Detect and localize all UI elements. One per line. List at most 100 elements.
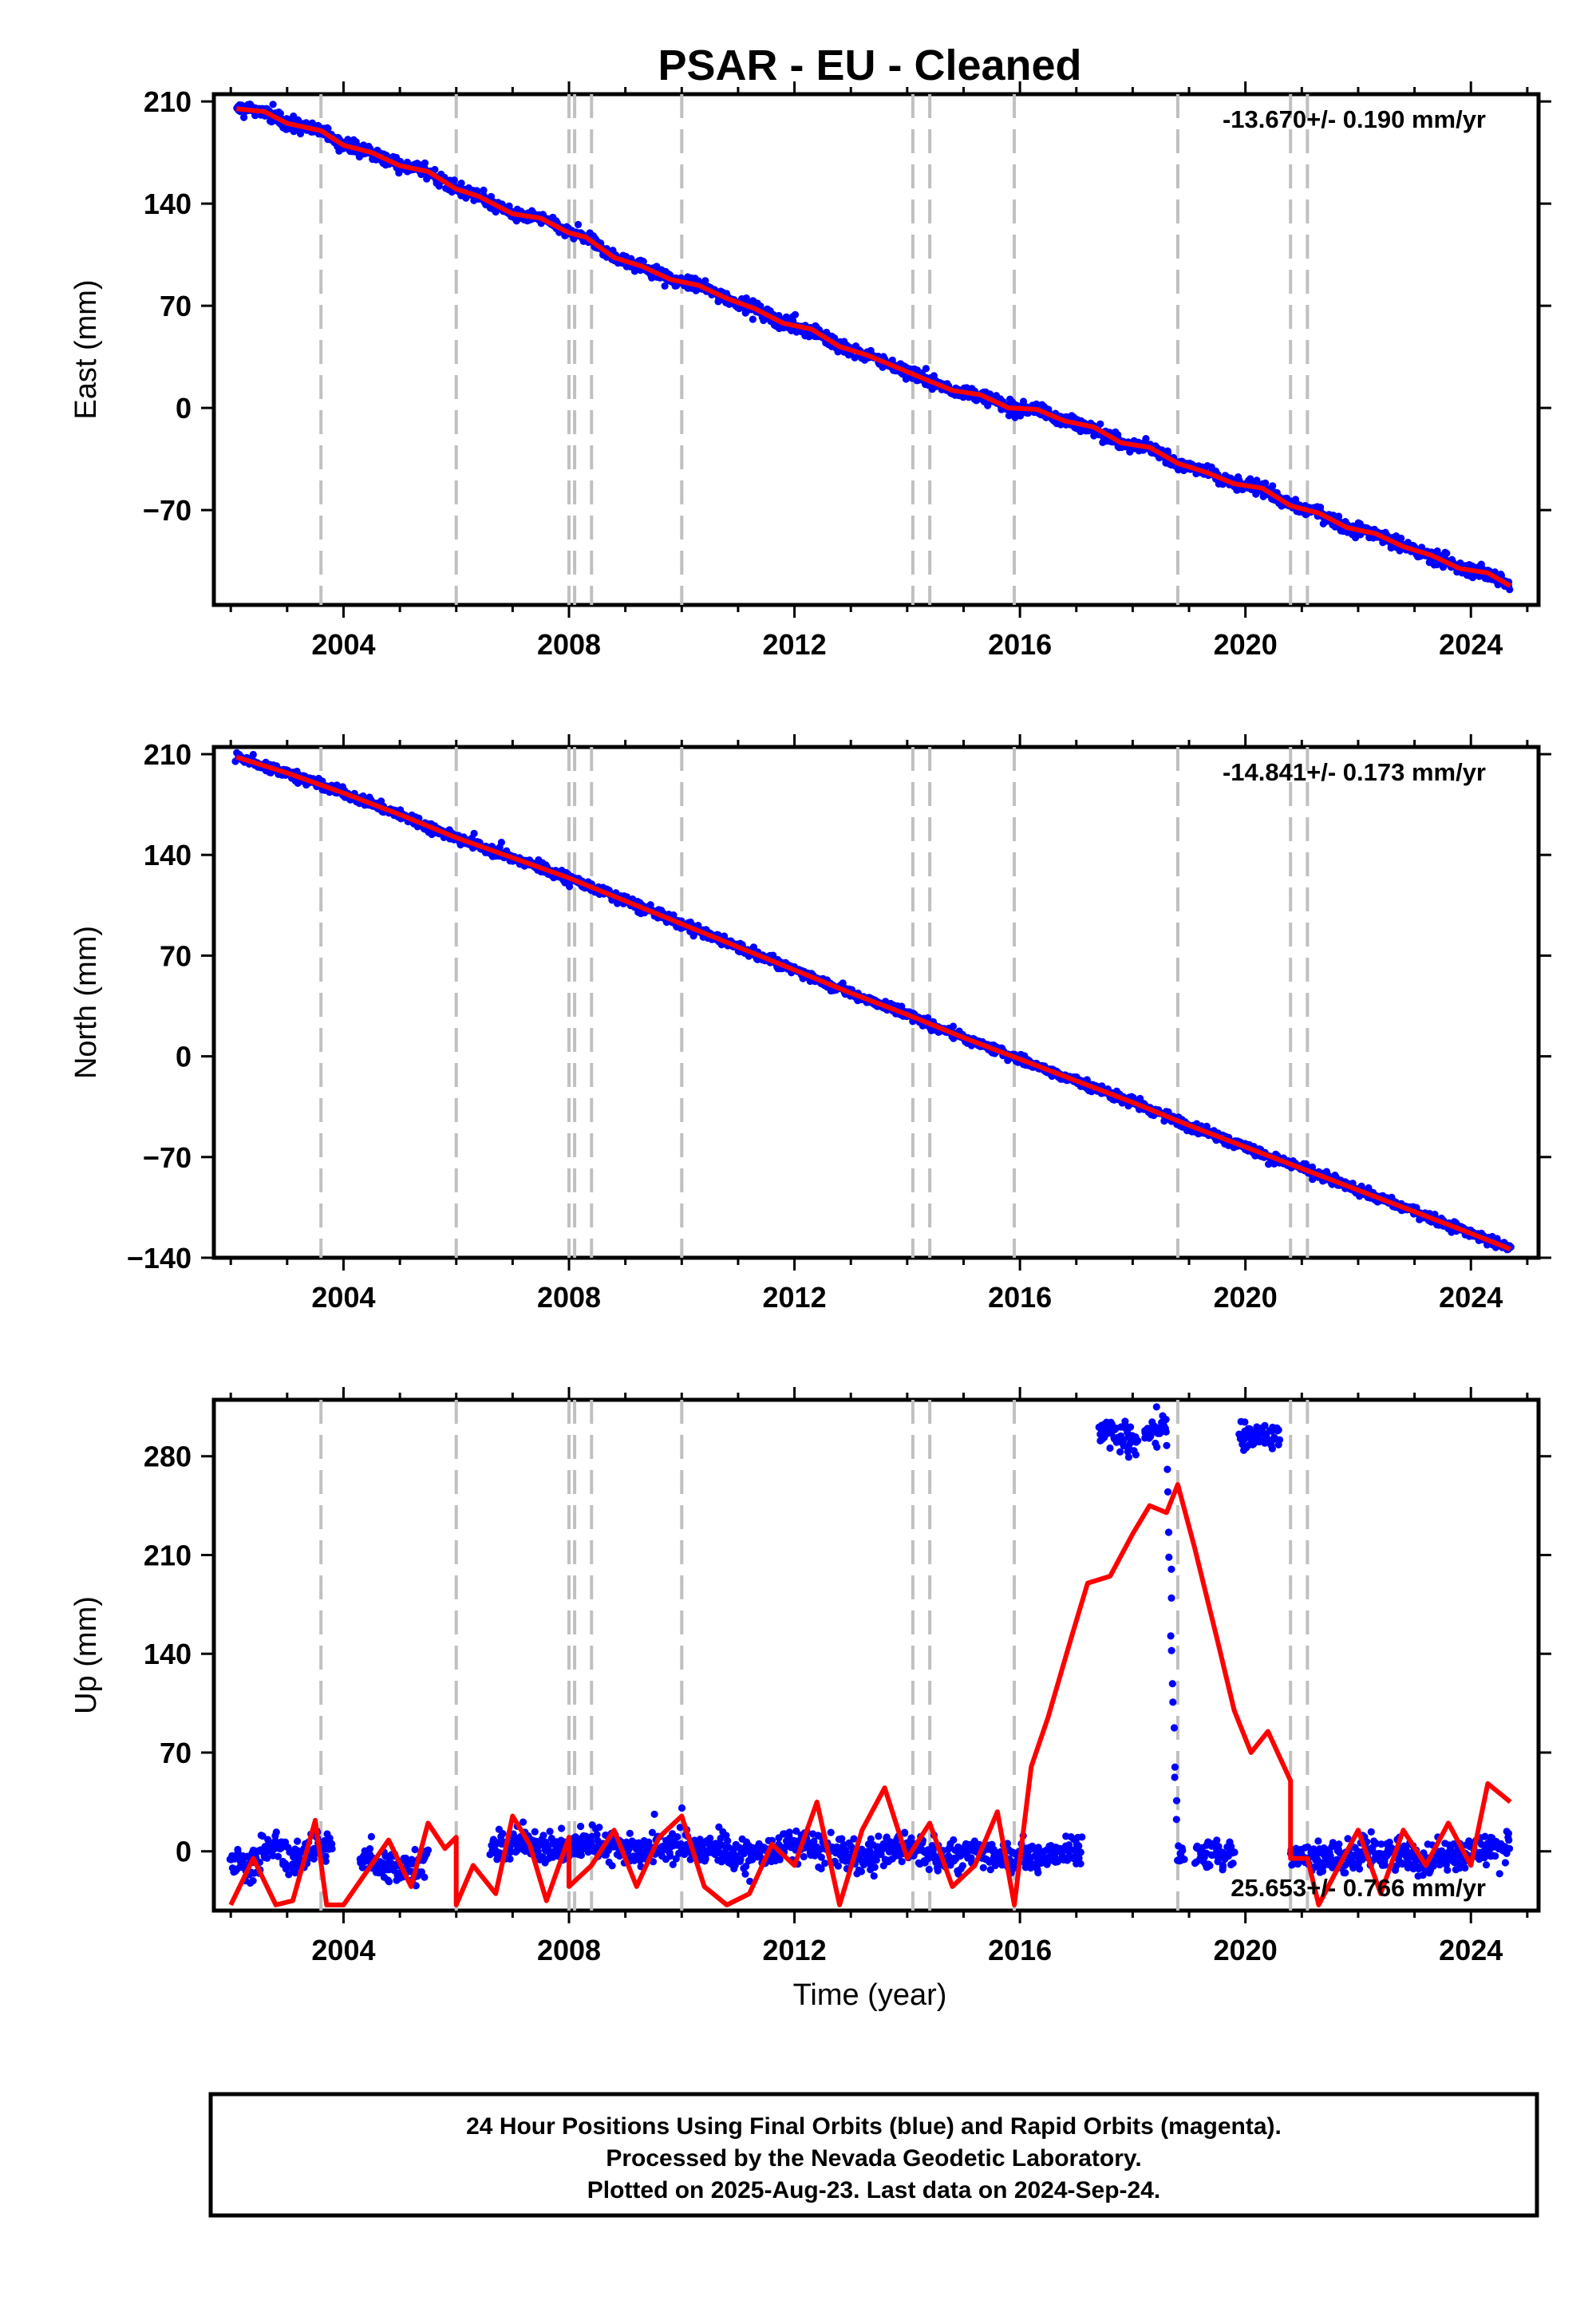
observed-point (384, 1876, 392, 1884)
observed-point (285, 1871, 293, 1879)
observed-point (294, 1837, 302, 1845)
observed-point (577, 1822, 585, 1831)
x-tick-label: 2020 (1214, 628, 1278, 661)
observed-point (933, 1863, 942, 1871)
observed-point (249, 1877, 257, 1885)
observed-point (870, 1872, 878, 1880)
observed-point (497, 838, 506, 847)
observed-point (724, 1837, 732, 1845)
observed-point (742, 294, 750, 302)
y-tick-label: 210 (144, 85, 192, 118)
observed-point (324, 124, 332, 132)
observed-point (1096, 420, 1104, 428)
observed-point (666, 1852, 674, 1860)
observed-point (1506, 586, 1514, 594)
observed-point (785, 1828, 793, 1836)
y-tick-label: 0 (176, 1041, 192, 1073)
observed-point (1443, 549, 1451, 557)
observed-point (626, 1829, 634, 1837)
observed-point (240, 113, 248, 121)
y-tick-label: −70 (143, 1141, 192, 1174)
observed-point (827, 1828, 835, 1836)
observed-point (834, 1862, 842, 1870)
observed-point (531, 1828, 539, 1836)
observed-point (450, 176, 458, 184)
observed-point (574, 220, 583, 228)
observed-point (470, 829, 478, 837)
observed-point (234, 1848, 242, 1856)
observed-point (925, 1865, 933, 1874)
observed-point (411, 1845, 419, 1854)
observed-point (506, 1848, 515, 1856)
observed-point (657, 1849, 665, 1858)
x-tick-label: 2016 (988, 1281, 1052, 1314)
observed-point (792, 1827, 800, 1835)
y-tick-label: 210 (144, 738, 192, 771)
figure-title: PSAR - EU - Cleaned (658, 41, 1081, 89)
observed-point (800, 1852, 808, 1861)
observed-point (472, 187, 481, 195)
observed-point (584, 1848, 592, 1856)
observed-point (669, 1860, 677, 1868)
observed-point (888, 356, 896, 364)
observed-point (676, 1824, 684, 1832)
observed-point (457, 180, 465, 188)
observed-point (274, 1852, 282, 1860)
panel-north: 2004 2008 2012 2016 2020 2024210140700−70−140… (69, 734, 1551, 1314)
observed-point (593, 1831, 601, 1839)
observed-point (898, 1858, 906, 1866)
observed-point (1397, 534, 1405, 543)
observed-point (320, 1837, 328, 1845)
y-tick-label: 0 (176, 392, 192, 425)
observed-point (867, 1835, 875, 1843)
observed-point (736, 1857, 745, 1865)
observed-point (858, 1845, 866, 1853)
observed-point (706, 1834, 714, 1842)
observed-point (1163, 447, 1171, 455)
x-tick-label: 2016 (988, 628, 1052, 661)
observed-point (558, 1824, 566, 1832)
observed-point (1433, 547, 1441, 555)
y-axis-title: East (mm) (69, 279, 103, 419)
x-tick-label: 2004 (311, 1281, 375, 1314)
x-tick-label: 2012 (763, 628, 827, 661)
observed-point (431, 165, 439, 174)
observed-point (979, 1863, 987, 1871)
observed-point (1431, 1211, 1439, 1219)
observed-point (650, 1810, 658, 1818)
y-axis-title: North (mm) (69, 926, 103, 1079)
observed-point (730, 1864, 738, 1873)
observed-point (838, 1835, 846, 1843)
observed-point (272, 1828, 280, 1836)
observed-point (608, 1862, 616, 1870)
observed-point (741, 1870, 749, 1878)
y-tick-label: 70 (160, 290, 192, 322)
observed-point (499, 1830, 507, 1838)
observed-point (949, 1022, 958, 1030)
observed-point (505, 202, 513, 210)
observed-point (566, 883, 574, 891)
observed-point (648, 1828, 657, 1836)
x-tick-label: 2012 (763, 1281, 827, 1314)
observed-point (857, 1867, 865, 1875)
observed-point (879, 1862, 887, 1870)
observed-point (1203, 1122, 1211, 1130)
observed-point (259, 1832, 267, 1840)
observed-point (717, 1834, 725, 1843)
plot-frame (211, 1397, 1541, 1913)
observed-point (661, 282, 669, 290)
observed-point (291, 1869, 299, 1877)
observed-point (480, 186, 488, 194)
observed-point (810, 1837, 818, 1845)
observed-point (901, 1829, 909, 1837)
observed-point (950, 1836, 958, 1844)
model-fit-line (235, 754, 1511, 1251)
x-tick-label: 2020 (1214, 1281, 1278, 1314)
observed-point (690, 1836, 699, 1844)
observed-point (322, 1857, 330, 1865)
observed-point (875, 1832, 883, 1840)
y-tick-label: 140 (144, 839, 192, 871)
observed-point (817, 1864, 825, 1873)
